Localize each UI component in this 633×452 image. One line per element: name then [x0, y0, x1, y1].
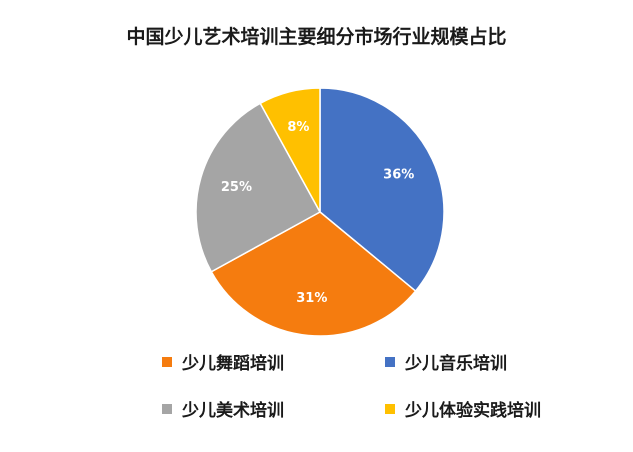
- legend-item: 少儿音乐培训: [385, 349, 507, 374]
- pie-slice: [210, 211, 417, 337]
- data-label: 8%: [287, 120, 309, 135]
- pie-slice: [259, 87, 321, 213]
- data-label: 36%: [383, 167, 414, 182]
- legend-label: 少儿体验实践培训: [405, 401, 541, 421]
- legend-label: 少儿音乐培训: [405, 354, 507, 374]
- pie-slice: [319, 87, 445, 293]
- legend-item: 少儿舞蹈培训: [162, 349, 284, 374]
- legend-item: 少儿美术培训: [162, 396, 284, 421]
- legend-swatch: [385, 403, 395, 414]
- legend-swatch: [162, 403, 172, 414]
- pie-slice: [195, 102, 322, 273]
- legend-swatch: [162, 356, 172, 367]
- legend-swatch: [385, 356, 395, 367]
- data-label: 31%: [296, 291, 327, 306]
- legend-label: 少儿舞蹈培训: [182, 354, 284, 374]
- data-label: 25%: [221, 180, 252, 195]
- chart-title: 中国少儿艺术培训主要细分市场行业规模占比: [126, 26, 507, 48]
- legend-item: 少儿体验实践培训: [385, 396, 541, 421]
- legend-label: 少儿美术培训: [182, 401, 284, 421]
